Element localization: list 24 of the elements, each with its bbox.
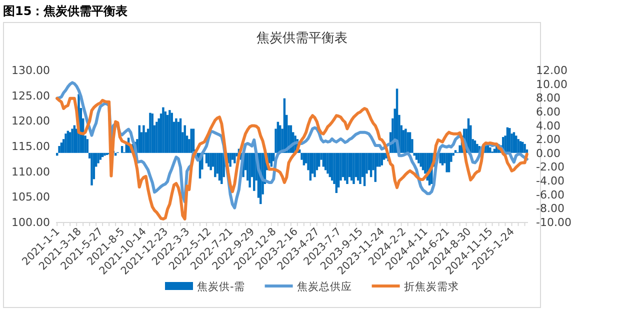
y2-tick-label: 0.00 (536, 146, 560, 160)
y-tick-label: 105.00 (12, 190, 50, 204)
y2-tick-label: -4.00 (536, 174, 564, 188)
y2-tick-label: 12.00 (536, 64, 568, 77)
subtitle: 焦炭供需平衡表 (256, 31, 348, 46)
y2-tick-label: -10.00 (536, 216, 572, 229)
y-tick-label: 110.00 (12, 165, 50, 178)
y-tick-label: 120.00 (12, 114, 50, 128)
y-tick-label: 100.00 (12, 216, 50, 229)
y2-tick-label: -8.00 (536, 202, 564, 216)
legend-label: 焦炭总供应 (296, 280, 352, 293)
legend-label: 折焦炭需求 (404, 280, 459, 293)
title: 图15：焦炭供需平衡表 (3, 4, 128, 18)
y2-tick-label: 4.00 (536, 119, 560, 132)
y2-tick-label: -2.00 (536, 160, 564, 174)
y2-tick-label: 6.00 (536, 105, 560, 118)
y2-tick-label: 2.00 (536, 133, 560, 146)
y2-tick-label: 8.00 (536, 92, 560, 105)
y-tick-label: 125.00 (12, 89, 50, 102)
y-tick-label: 130.00 (12, 64, 50, 77)
y2-tick-label: -6.00 (536, 188, 564, 202)
legend-label: 焦炭供-需 (197, 280, 245, 293)
y2-tick-label: 10.00 (536, 78, 568, 91)
y-tick-label: 115.00 (12, 140, 50, 153)
